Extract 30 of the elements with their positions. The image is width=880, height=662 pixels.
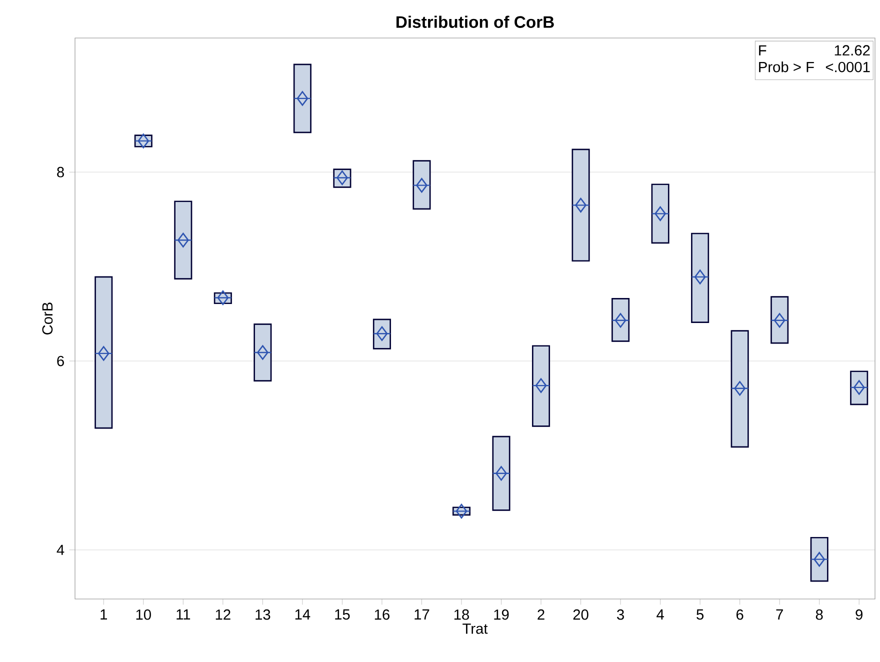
x-tick-label: 8 <box>816 609 823 620</box>
x-tick-label: 17 <box>414 609 430 620</box>
x-tick-label: 2 <box>538 609 544 620</box>
chart-title: Distribution of CorB <box>396 16 554 28</box>
x-tick-label: 12 <box>216 609 230 620</box>
x-tick-label: 5 <box>696 609 704 620</box>
x-tick-label: 13 <box>256 609 270 620</box>
x-tick-label: 14 <box>295 609 310 620</box>
x-tick-label: 18 <box>454 609 469 620</box>
x-tick-label: 9 <box>856 609 862 620</box>
y-tick-label: 4 <box>56 544 64 555</box>
x-tick-label: 16 <box>374 609 390 620</box>
x-tick-label: 4 <box>656 609 664 620</box>
x-tick-label: 6 <box>736 609 744 620</box>
y-tick-label: 6 <box>57 356 64 366</box>
x-tick-label: 19 <box>494 609 509 620</box>
annotation: Prob > F <box>759 61 814 72</box>
y-tick-label: 8 <box>57 166 64 178</box>
x-axis-title: Trat <box>462 624 488 634</box>
x-tick-label: 11 <box>176 609 190 620</box>
annotation: F <box>759 45 766 56</box>
x-tick-label: 10 <box>136 609 151 620</box>
y-axis-title: CorB <box>42 302 53 334</box>
annotation: <.0001 <box>826 62 870 72</box>
x-tick-label: 7 <box>776 609 783 620</box>
x-tick-label: 1 <box>100 609 107 620</box>
x-tick-label: 3 <box>617 609 624 620</box>
x-tick-label: 15 <box>335 609 350 620</box>
annotation: 12.62 <box>834 45 870 56</box>
x-tick-label: 20 <box>573 609 588 620</box>
